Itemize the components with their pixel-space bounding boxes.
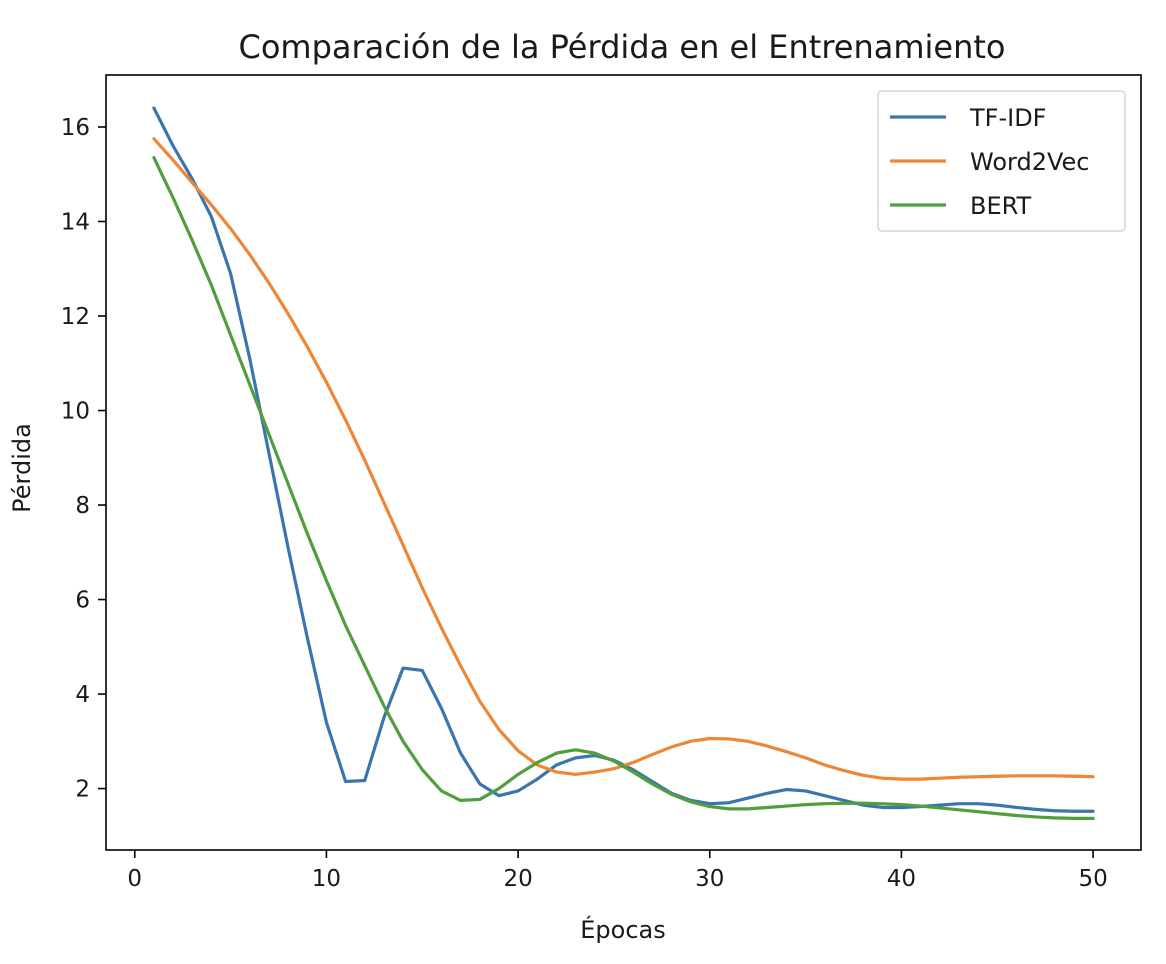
x-axis-label: Épocas: [580, 915, 666, 944]
legend: TF-IDF Word2Vec BERT: [877, 90, 1126, 232]
x-tick-label: 50: [1078, 866, 1107, 892]
y-tick-label: 6: [75, 588, 90, 614]
plot-frame: [105, 74, 1142, 851]
y-tick-label: 2: [75, 777, 90, 803]
series-line-bert: [152, 156, 1095, 820]
x-tick-label: 0: [127, 866, 142, 892]
chart-title: Comparación de la Pérdida en el Entrenam…: [239, 28, 1006, 66]
y-tick-label: 14: [61, 209, 90, 235]
y-tick-label: 12: [61, 304, 90, 330]
legend-label-bert: BERT: [970, 192, 1032, 220]
legend-box: [877, 90, 1126, 232]
y-tick-label: 16: [61, 115, 90, 141]
x-tick-label: 40: [887, 866, 916, 892]
y-tick-label: 4: [75, 682, 90, 708]
x-tick-label: 30: [695, 866, 724, 892]
plot-area: [152, 106, 1095, 820]
x-tick-label: 10: [312, 866, 341, 892]
y-tick-label: 8: [75, 493, 90, 519]
y-axis-label: Pérdida: [8, 423, 36, 513]
legend-label-tf-idf: TF-IDF: [969, 104, 1047, 132]
x-tick-label: 20: [503, 866, 532, 892]
y-tick-label: 10: [61, 399, 90, 425]
legend-label-word2vec: Word2Vec: [970, 148, 1089, 176]
axes: 0 10 20 30 40 50 2 4 6 8 10 12 14 16: [61, 74, 1142, 892]
